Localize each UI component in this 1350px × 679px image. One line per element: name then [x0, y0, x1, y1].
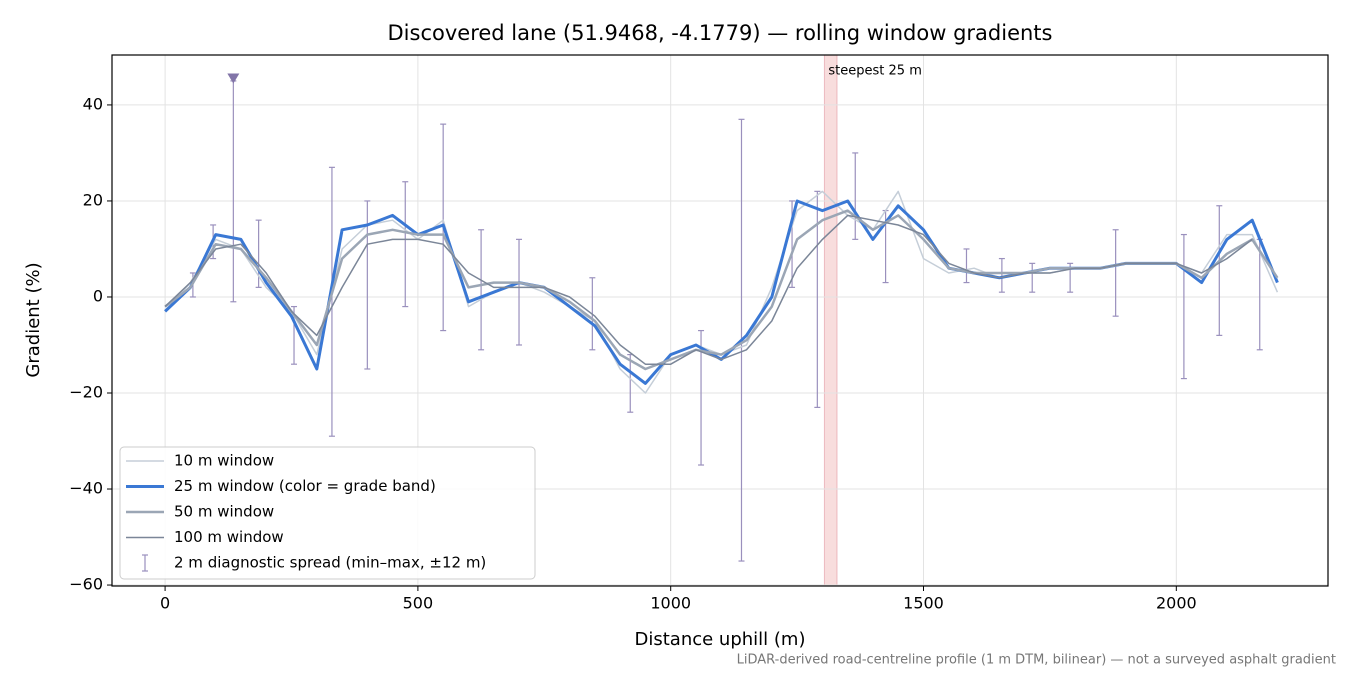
series-line — [164, 214, 1253, 365]
y-tick-label: −20 — [69, 382, 103, 401]
x-axis-label: Distance uphill (m) — [635, 629, 806, 650]
spread-bar — [478, 229, 485, 351]
spread-bar — [698, 329, 705, 466]
spread-bar — [814, 190, 821, 408]
legend-label: 2 m diagnostic spread (min–max, ±12 m) — [174, 554, 486, 572]
peak-marker — [227, 73, 240, 84]
chart-title: Discovered lane (51.9468, -4.1779) — rol… — [388, 21, 1053, 45]
legend-label: 100 m window — [174, 528, 284, 546]
legend-label: 50 m window — [174, 503, 274, 521]
y-tick-label: −60 — [69, 575, 103, 594]
spread-bar — [516, 238, 523, 346]
y-axis-label: Gradient (%) — [23, 262, 44, 377]
x-tick-label: 0 — [160, 594, 170, 613]
legend-label: 10 m window — [174, 452, 274, 470]
spread-bar — [1029, 262, 1036, 293]
x-tick-label: 1000 — [650, 594, 691, 613]
spread-bar — [998, 257, 1005, 293]
x-tick-label: 1500 — [903, 594, 944, 613]
x-tick-label: 2000 — [1156, 594, 1197, 613]
y-tick-label: 40 — [83, 94, 103, 113]
y-tick-label: −40 — [69, 479, 103, 498]
footnote: LiDAR-derived road-centreline profile (1… — [737, 653, 1336, 668]
spread-bar — [402, 181, 409, 308]
legend-box — [119, 446, 536, 580]
spread-bar — [1180, 233, 1187, 380]
spread-bar — [963, 248, 970, 284]
steepest-band — [823, 54, 838, 587]
plot-frame — [111, 54, 1329, 587]
spread-bar — [1112, 229, 1119, 317]
legend-label: 25 m window (color = grade band) — [174, 477, 436, 495]
spread-bar — [627, 353, 634, 413]
spread-bar — [364, 200, 371, 370]
y-tick-label: 20 — [83, 190, 103, 209]
spread-bar — [1216, 205, 1223, 336]
x-tick-label: 500 — [403, 594, 434, 613]
spread-bar — [230, 80, 237, 303]
y-tick-label: 0 — [93, 286, 103, 305]
legend-swatch — [142, 554, 148, 572]
spread-bar — [328, 166, 335, 437]
spread-bar — [255, 219, 262, 288]
spread-bar — [852, 152, 859, 240]
steepest-label: steepest 25 m — [828, 64, 921, 79]
